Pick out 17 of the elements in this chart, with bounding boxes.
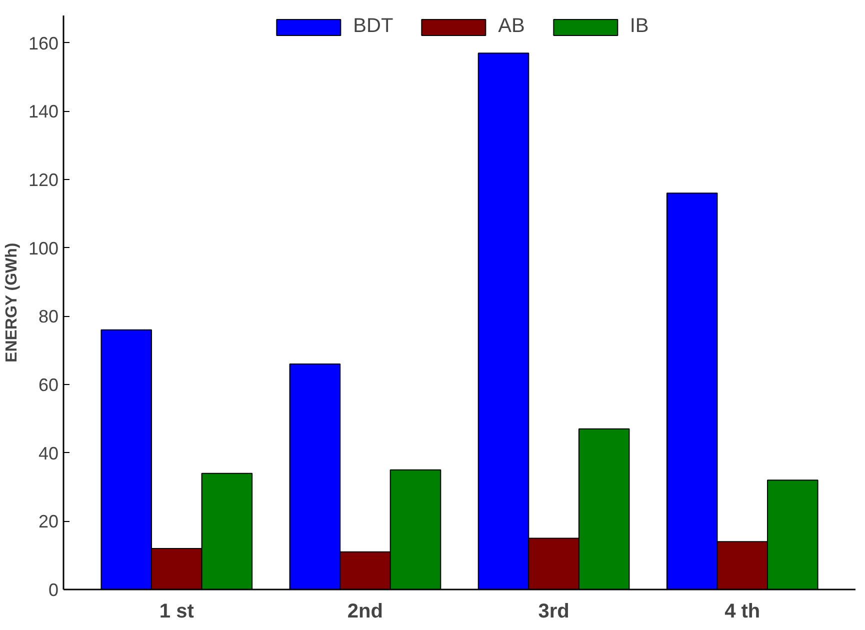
legend-label: AB (498, 15, 525, 38)
legend-label: BDT (353, 15, 394, 38)
y-tick-label: 40 (38, 443, 59, 464)
y-tick-label: 140 (28, 102, 59, 122)
x-tick-label: 4 th (724, 600, 760, 622)
y-tick-label: 80 (38, 306, 59, 327)
x-tick-label: 1 st (159, 600, 194, 622)
y-tick-label: 60 (38, 375, 59, 395)
y-tick-label: 120 (28, 170, 59, 190)
y-tick-label: 20 (38, 512, 59, 532)
legend-label: IB (630, 15, 650, 38)
y-tick-label: 100 (28, 238, 59, 258)
x-tick-label: 3rd (538, 600, 570, 622)
x-tick-label: 2nd (347, 600, 383, 622)
y-tick-label: 0 (48, 580, 59, 600)
y-axis-title: ENERGY (GWh) (3, 242, 20, 362)
y-tick-label: 160 (28, 33, 59, 54)
